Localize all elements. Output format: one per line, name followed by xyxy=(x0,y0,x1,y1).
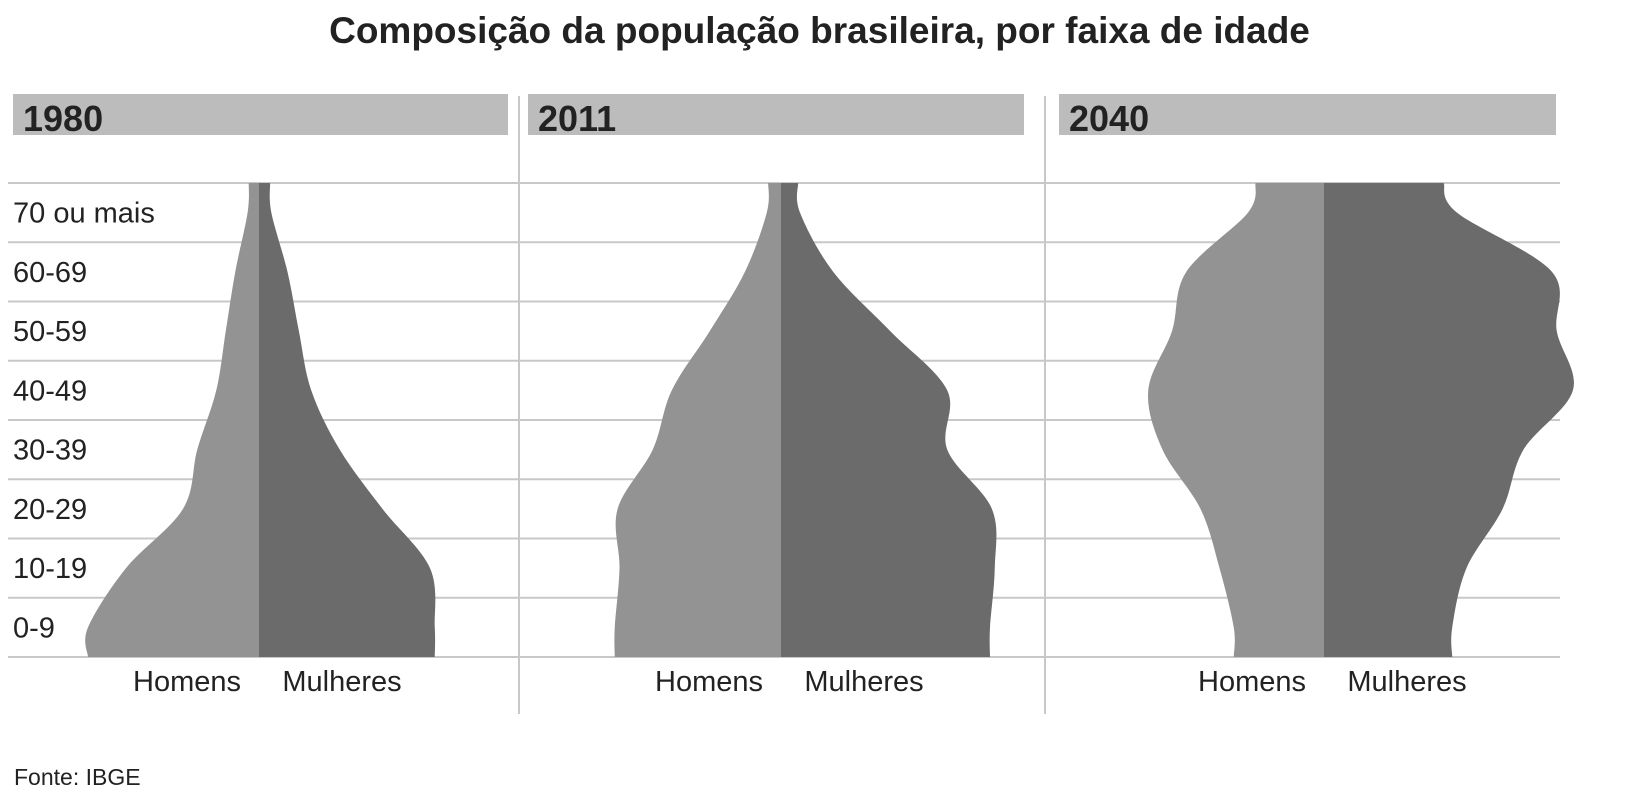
pyramid-2040: 2040 Homens Mulheres xyxy=(1059,94,1574,698)
women-axis-label: Mulheres xyxy=(282,666,401,698)
men-area-2040 xyxy=(1148,183,1324,657)
year-header-band xyxy=(1059,94,1556,135)
age-label: 10-19 xyxy=(13,553,87,585)
women-area-2040 xyxy=(1324,183,1574,657)
year-label: 2011 xyxy=(538,98,616,139)
age-label: 0-9 xyxy=(13,612,55,644)
women-area-2011 xyxy=(781,183,997,657)
age-label: 30-39 xyxy=(13,435,87,467)
age-label: 50-59 xyxy=(13,316,87,348)
year-label: 2040 xyxy=(1069,98,1149,139)
women-axis-label: Mulheres xyxy=(1347,666,1466,698)
men-axis-label: Homens xyxy=(1198,666,1306,698)
men-axis-label: Homens xyxy=(133,666,241,698)
age-label: 70 ou mais xyxy=(13,198,155,230)
age-label: 60-69 xyxy=(13,257,87,289)
women-area-1980 xyxy=(259,183,436,657)
women-axis-label: Mulheres xyxy=(804,666,923,698)
men-area-1980 xyxy=(85,183,259,657)
year-header-band xyxy=(528,94,1024,135)
source-note: Fonte: IBGE xyxy=(14,764,141,790)
age-label: 40-49 xyxy=(13,375,87,407)
men-area-2011 xyxy=(614,183,781,657)
year-header-band xyxy=(13,94,508,135)
year-label: 1980 xyxy=(23,98,103,139)
chart-title: Composição da população brasileira, por … xyxy=(329,10,1310,51)
pyramid-2011: 2011 Homens Mulheres xyxy=(528,94,1024,698)
age-label: 20-29 xyxy=(13,494,87,526)
men-axis-label: Homens xyxy=(655,666,763,698)
pyramid-1980: 1980 Homens Mulheres xyxy=(13,94,508,698)
